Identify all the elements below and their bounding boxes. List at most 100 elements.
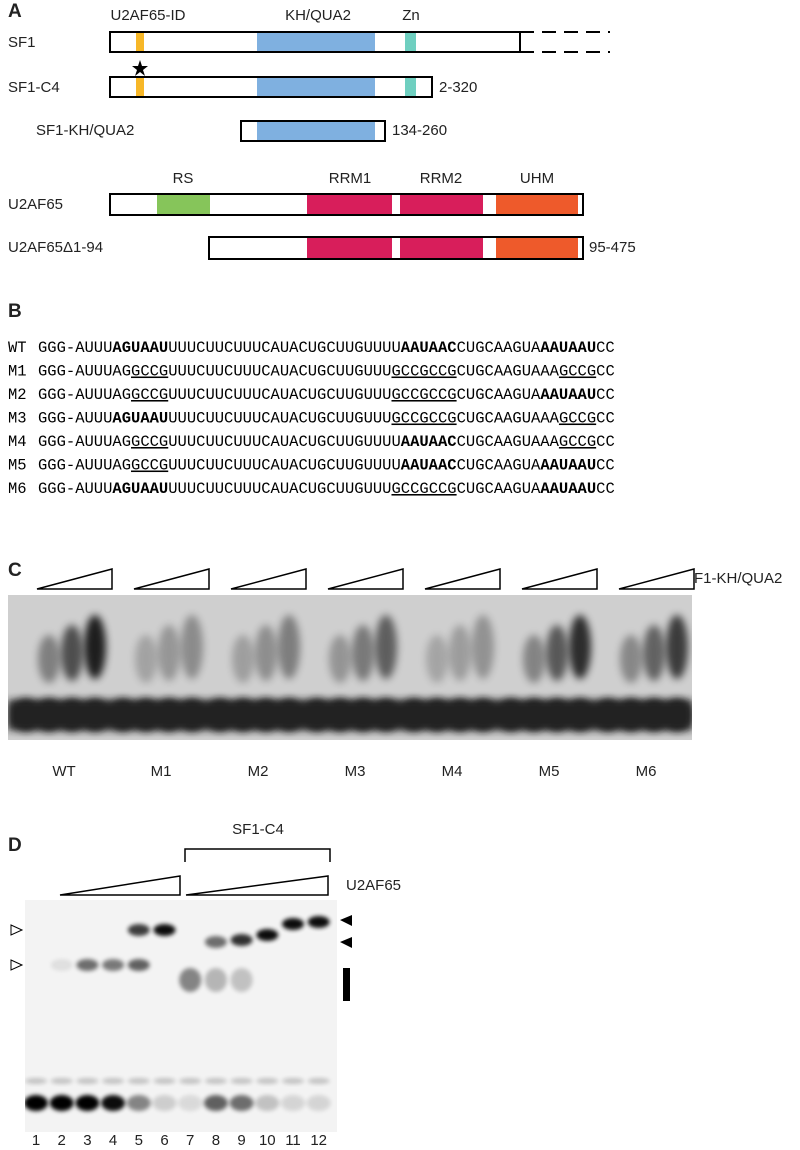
sequence: GGG-AUUUAGUAAUUUUCUUCUUUCAUACUGCUUGUUUUA… [38, 339, 615, 357]
gel-band [256, 1078, 279, 1084]
titration-wedge [521, 568, 598, 590]
sequence-segment: GCCG [559, 433, 596, 451]
sequence-segment: AAUAAC [401, 339, 457, 357]
sequence-segment: UUUCUUCUUUCAUACUGCUUGUUU [168, 410, 391, 428]
gel-smear [255, 625, 277, 681]
sequence-segment: GCCGCCG [391, 410, 456, 428]
gel-band [178, 1095, 203, 1111]
gel-smear [135, 635, 157, 683]
sequence-segment: GCCG [131, 363, 168, 381]
gel-smear [181, 615, 203, 679]
domain [307, 238, 392, 258]
lane-number: 6 [160, 1132, 168, 1149]
domain-label: KH/QUA2 [285, 7, 351, 24]
domain [136, 78, 144, 96]
gel-band [256, 929, 279, 941]
sequence-segment: AGUAAU [112, 480, 168, 498]
gel-band [152, 1095, 177, 1111]
titration-wedge [133, 568, 210, 590]
titration-wedge [36, 568, 113, 590]
lane-label: M3 [345, 763, 366, 780]
sequence-segment: GGG-AUUUAG [38, 457, 131, 475]
smear-bar [343, 968, 350, 1001]
construct-name: U2AF65Δ1-94 [8, 239, 103, 256]
gel-background [25, 900, 337, 1132]
bracket-label: SF1-C4 [232, 821, 284, 838]
sequence-label: M5 [8, 457, 27, 475]
gel-smear [523, 635, 545, 683]
sequence-segment: CC [596, 410, 615, 428]
sequence-segment: GGG-AUUU [38, 339, 112, 357]
titration-wedge [327, 568, 404, 590]
sequence-segment: GCCG [131, 457, 168, 475]
domain [405, 33, 416, 51]
sequence-segment: GCCG [131, 386, 168, 404]
lane-number: 1 [32, 1132, 40, 1149]
gel-band [127, 1078, 150, 1084]
gel-image [8, 595, 692, 740]
lane-number: 10 [259, 1132, 276, 1149]
domain [136, 33, 144, 51]
lane-number: 2 [58, 1132, 66, 1149]
lane-number: 4 [109, 1132, 117, 1149]
sequence: GGG-AUUUAGGCCGUUUCUUCUUUCAUACUGCUUGUUUGC… [38, 386, 615, 404]
lane-number: 5 [135, 1132, 143, 1149]
sequence-label: WT [8, 339, 27, 357]
domain-label: RRM2 [420, 170, 463, 187]
filled-arrowhead [340, 915, 352, 926]
sequence-segment: AAUAAU [540, 339, 596, 357]
gel-band [307, 916, 330, 928]
sequence-segment: AAUAAU [540, 457, 596, 475]
sequence-segment: UUUCUUCUUUCAUACUGCUUGUUUU [168, 433, 401, 451]
bracket [184, 848, 331, 862]
gel-band [126, 1095, 151, 1111]
construct-name: SF1 [8, 34, 36, 51]
titration-wedge [185, 875, 329, 896]
sequence-segment: CUGCAAGUA [457, 480, 541, 498]
gel-smear [643, 625, 665, 681]
titrant-label: SF1-KH/QUA2 [684, 570, 782, 587]
sequence-segment: AAUAAC [401, 433, 457, 451]
sequence-label: M4 [8, 433, 27, 451]
domain [257, 122, 375, 140]
gel-smear [329, 635, 351, 683]
sequence-segment: UUUCUUCUUUCAUACUGCUUGUUU [168, 480, 391, 498]
gel-band [230, 934, 253, 946]
sequence: GGG-AUUUAGGCCGUUUCUUCUUUCAUACUGCUUGUUUUA… [38, 457, 615, 475]
sequence-segment: UUUCUUCUUUCAUACUGCUUGUUUU [168, 339, 401, 357]
sequence: GGG-AUUUAGUAAUUUUCUUCUUUCAUACUGCUUGUUUGC… [38, 410, 615, 428]
filled-arrowhead [340, 937, 352, 948]
gel-band [76, 959, 99, 971]
sequence-segment: UUUCUUCUUUCAUACUGCUUGUUU [168, 363, 391, 381]
sequence-segment: CUGCAAGUA [457, 339, 541, 357]
gel-smear [569, 615, 591, 679]
panel-c: C SF1-KH/QUA2 WT M1 M2 M3 M4 M5 M6 [8, 560, 782, 780]
construct-name: U2AF65 [8, 196, 63, 213]
gel-band [281, 1095, 305, 1111]
gel-smear [426, 635, 448, 683]
gel-band [229, 1095, 254, 1111]
gel-smear [472, 615, 494, 679]
sequence-segment: GGG-AUUUAG [38, 386, 131, 404]
titration-wedge [618, 568, 695, 590]
sequence-segment: CUGCAAGUAAA [457, 410, 560, 428]
gel-band [204, 1078, 227, 1084]
lane-label: M2 [248, 763, 269, 780]
sequence-segment: GCCGCCG [391, 480, 456, 498]
sequence-segment: GCCGCCG [391, 386, 456, 404]
domain [496, 238, 578, 258]
gel-smear [352, 625, 374, 681]
titration-wedge [424, 568, 501, 590]
gel-smear [61, 625, 83, 681]
lane-number: 8 [212, 1132, 220, 1149]
sequence-segment: UUUCUUCUUUCAUACUGCUUGUUU [168, 386, 391, 404]
sequence-segment: CC [596, 433, 615, 451]
sequence-label: M1 [8, 363, 27, 381]
gel-smear [620, 635, 642, 683]
sequence-segment: CUGCAAGUAAA [457, 363, 560, 381]
construct-name: SF1-C4 [8, 79, 60, 96]
sequence-segment: AGUAAU [112, 339, 168, 357]
gel-smear [158, 625, 180, 681]
gel-smear [449, 625, 471, 681]
open-arrowhead [10, 959, 24, 971]
